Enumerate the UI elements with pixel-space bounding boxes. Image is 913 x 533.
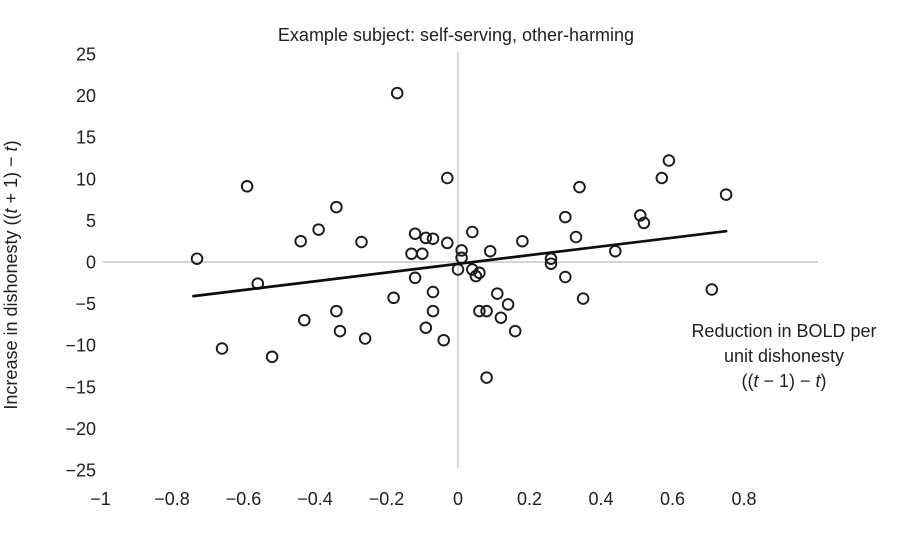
x-axis-tick-labels: −1 −0.8 −0.6 −0.4 −0.2 0 0.2 0.4 0.6 0.8 bbox=[90, 489, 756, 509]
data-point bbox=[419, 231, 433, 245]
data-point bbox=[569, 230, 583, 244]
data-point bbox=[455, 244, 468, 257]
y-tick-label: 10 bbox=[76, 169, 96, 189]
y-tick-label: 0 bbox=[86, 253, 96, 273]
data-point bbox=[426, 232, 440, 245]
y-tick-label: −10 bbox=[65, 336, 96, 356]
data-point bbox=[437, 333, 450, 347]
x-axis-annotation-line-1: Reduction in BOLD per bbox=[691, 321, 876, 341]
y-tick-label: 15 bbox=[76, 128, 96, 148]
data-point bbox=[333, 324, 347, 338]
data-point bbox=[573, 180, 586, 194]
data-point bbox=[240, 180, 254, 193]
data-point bbox=[662, 154, 676, 167]
x-tick-label: 0.6 bbox=[660, 489, 685, 509]
data-point bbox=[491, 287, 504, 300]
x-tick-label: 0 bbox=[453, 489, 463, 509]
data-point bbox=[419, 321, 433, 334]
data-point bbox=[466, 225, 479, 239]
y-tick-label: −15 bbox=[65, 377, 96, 397]
data-point bbox=[609, 244, 622, 258]
data-point bbox=[508, 324, 522, 338]
data-point bbox=[483, 244, 497, 258]
data-point bbox=[655, 171, 669, 185]
y-tick-label: 20 bbox=[76, 86, 96, 106]
data-point bbox=[637, 216, 651, 230]
trend-line-layer bbox=[192, 229, 728, 298]
data-point bbox=[298, 313, 311, 327]
x-tick-label: −0.8 bbox=[154, 489, 190, 509]
data-point bbox=[215, 342, 229, 355]
y-tick-label: 5 bbox=[86, 211, 96, 231]
data-point bbox=[190, 252, 204, 265]
trend-line bbox=[192, 229, 728, 298]
data-point bbox=[480, 304, 493, 318]
data-point bbox=[294, 234, 307, 248]
data-point bbox=[416, 247, 429, 260]
data-point bbox=[408, 271, 422, 285]
y-tick-label: −25 bbox=[65, 461, 96, 481]
x-axis-annotation-line-3: ((t − 1) − t) bbox=[741, 371, 826, 391]
chart-title: Example subject: self-serving, other-har… bbox=[278, 25, 634, 45]
data-point bbox=[330, 304, 343, 318]
data-point bbox=[576, 292, 590, 305]
x-tick-label: 0.8 bbox=[731, 489, 756, 509]
data-point bbox=[390, 86, 404, 100]
data-point bbox=[559, 270, 572, 284]
data-point bbox=[559, 210, 572, 224]
data-point bbox=[544, 257, 558, 270]
data-point bbox=[501, 298, 515, 311]
data-point bbox=[469, 269, 483, 283]
data-point bbox=[466, 263, 479, 276]
data-point bbox=[516, 234, 529, 248]
y-tick-label: 25 bbox=[76, 45, 96, 65]
data-point bbox=[387, 291, 400, 305]
x-tick-label: 0.2 bbox=[517, 489, 542, 509]
data-point bbox=[441, 236, 454, 250]
y-tick-label: −5 bbox=[75, 294, 96, 314]
data-point bbox=[408, 227, 422, 240]
data-point bbox=[494, 311, 508, 324]
data-point bbox=[473, 304, 486, 318]
zero-gridlines bbox=[103, 52, 818, 468]
data-point bbox=[441, 171, 454, 185]
x-tick-label: −0.4 bbox=[297, 489, 333, 509]
data-point bbox=[473, 266, 486, 280]
data-points bbox=[190, 86, 733, 384]
data-point bbox=[705, 283, 719, 296]
data-point bbox=[358, 332, 372, 345]
data-point bbox=[330, 200, 343, 214]
data-point bbox=[426, 285, 440, 299]
data-point bbox=[312, 223, 325, 236]
data-point bbox=[265, 350, 279, 364]
data-point bbox=[480, 371, 493, 384]
y-axis-tick-labels: 25 20 15 10 5 0 −5 −10 −15 −20 −25 bbox=[65, 45, 96, 481]
data-point bbox=[719, 188, 733, 201]
x-tick-label: −0.2 bbox=[369, 489, 405, 509]
data-point bbox=[426, 304, 440, 318]
x-tick-label: −1 bbox=[90, 489, 111, 509]
y-tick-label: −20 bbox=[65, 419, 96, 439]
data-point bbox=[405, 247, 418, 260]
y-axis-label: Increase in dishonesty ((t + 1) − t) bbox=[1, 140, 21, 409]
data-point bbox=[355, 235, 368, 249]
x-tick-label: −0.6 bbox=[226, 489, 262, 509]
x-axis-annotation-line-2: unit dishonesty bbox=[724, 346, 844, 366]
x-tick-label: 0.4 bbox=[588, 489, 613, 509]
data-point bbox=[634, 209, 647, 222]
